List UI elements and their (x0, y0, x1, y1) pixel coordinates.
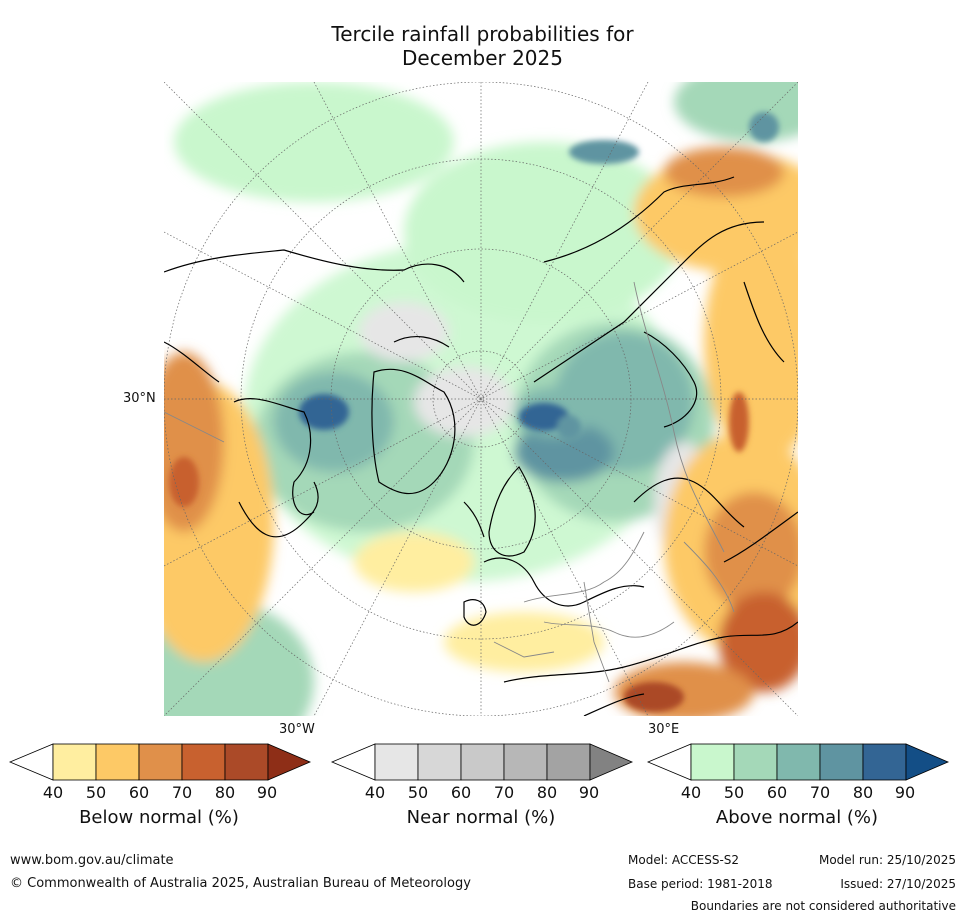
website-link[interactable]: www.bom.gov.au/climate (10, 853, 174, 868)
latitude-label-30n: 30°N (123, 391, 156, 406)
boundaries-disclaimer: Boundaries are not considered authoritat… (690, 899, 956, 913)
colorbar-segment (224, 743, 269, 781)
colorbar-segment (374, 743, 419, 781)
title-line-1: Tercile rainfall probabilities for (331, 22, 634, 46)
near-normal-tick: 40 (364, 783, 386, 802)
model-name: Model: ACCESS-S2 (628, 853, 740, 867)
above-normal-tick: 50 (723, 783, 745, 802)
colorbar-segment (733, 743, 778, 781)
near-normal-tick: 80 (536, 783, 558, 802)
above-normal-tick: 40 (680, 783, 702, 802)
colorbar-high-extension (905, 743, 950, 781)
above-normal-ticks: 40 50 60 70 80 90 (647, 783, 947, 802)
longitude-label-30e: 30°E (648, 722, 680, 737)
below-normal-colorbar (8, 743, 312, 781)
map-canvas (164, 82, 798, 716)
near-normal-ticks: 40 50 60 70 80 90 (331, 783, 631, 802)
map-title: Tercile rainfall probabilities for Decem… (0, 22, 965, 70)
near-normal-tick: 60 (450, 783, 472, 802)
colorbar-segment (52, 743, 97, 781)
colorbar-low-extension (330, 743, 376, 781)
probability-field (164, 82, 798, 716)
issued-date: Issued: 27/10/2025 (840, 877, 956, 891)
below-normal-tick: 50 (85, 783, 107, 802)
colorbar-segment (862, 743, 907, 781)
above-normal-tick: 70 (809, 783, 831, 802)
below-normal-ticks: 40 50 60 70 80 90 (9, 783, 309, 802)
near-normal-colorbar-svg (330, 743, 634, 781)
colorbar-low-extension (646, 743, 692, 781)
colorbar-segment (181, 743, 226, 781)
colorbar-segment (690, 743, 735, 781)
near-normal-tick: 70 (493, 783, 515, 802)
colorbar-high-extension (589, 743, 634, 781)
below-normal-label: Below normal (%) (79, 807, 239, 828)
near-normal-tick: 50 (407, 783, 429, 802)
above-normal-colorbar-svg (646, 743, 950, 781)
model-run: Model run: 25/10/2025 (818, 853, 956, 867)
below-normal-tick: 70 (171, 783, 193, 802)
below-normal-tick: 90 (256, 783, 278, 802)
below-normal-colorbar-svg (8, 743, 312, 781)
copyright-text: © Commonwealth of Australia 2025, Austra… (10, 876, 471, 891)
colorbar-segment (138, 743, 183, 781)
colorbar-segment (95, 743, 140, 781)
near-normal-label: Near normal (%) (406, 807, 556, 828)
colorbar-segment (819, 743, 864, 781)
near-normal-tick: 90 (578, 783, 600, 802)
colorbar-segment (460, 743, 505, 781)
below-normal-tick: 40 (42, 783, 64, 802)
above-normal-colorbar (646, 743, 950, 781)
colorbar-segment (776, 743, 821, 781)
polar-map (164, 82, 798, 716)
below-normal-tick: 80 (214, 783, 236, 802)
colorbar-segment (417, 743, 462, 781)
below-normal-tick: 60 (128, 783, 150, 802)
coastlines (164, 176, 798, 716)
above-normal-label: Above normal (%) (715, 807, 879, 828)
near-normal-colorbar (330, 743, 634, 781)
colorbar-segment (503, 743, 548, 781)
above-normal-tick: 60 (766, 783, 788, 802)
longitude-label-30w: 30°W (279, 722, 315, 737)
colorbar-low-extension (8, 743, 54, 781)
base-period: Base period: 1981-2018 (628, 877, 773, 891)
above-normal-tick: 80 (852, 783, 874, 802)
title-line-2: December 2025 (402, 46, 563, 70)
country-borders (164, 281, 735, 683)
colorbar-high-extension (267, 743, 312, 781)
colorbar-segment (546, 743, 591, 781)
above-normal-tick: 90 (894, 783, 916, 802)
